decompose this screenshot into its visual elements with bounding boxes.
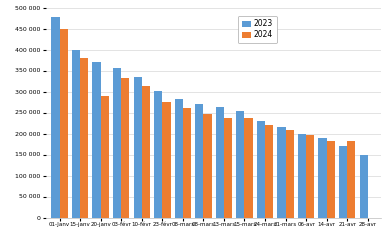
Bar — [121, 78, 129, 218]
Bar — [327, 141, 335, 218]
Bar — [113, 68, 121, 218]
Bar — [298, 134, 306, 218]
Bar — [92, 62, 100, 218]
Bar — [306, 135, 315, 218]
Legend: 2023, 2024: 2023, 2024 — [238, 16, 277, 43]
Bar — [265, 125, 273, 218]
Bar — [277, 127, 286, 218]
Bar — [339, 146, 347, 218]
Bar — [80, 58, 88, 218]
Bar — [244, 118, 253, 218]
Bar — [183, 108, 191, 218]
Bar — [72, 50, 80, 218]
Bar — [236, 111, 244, 218]
Bar — [347, 141, 355, 218]
Bar — [175, 99, 183, 218]
Bar — [162, 102, 171, 218]
Bar — [318, 138, 327, 218]
Bar — [195, 104, 203, 218]
Bar — [100, 96, 109, 218]
Bar — [286, 130, 294, 218]
Bar — [224, 118, 232, 218]
Bar — [203, 114, 212, 218]
Bar — [257, 121, 265, 218]
Bar — [216, 108, 224, 218]
Bar — [154, 91, 162, 218]
Bar — [360, 155, 368, 218]
Bar — [60, 29, 68, 218]
Bar — [134, 77, 142, 218]
Bar — [142, 86, 150, 218]
Bar — [51, 17, 60, 217]
